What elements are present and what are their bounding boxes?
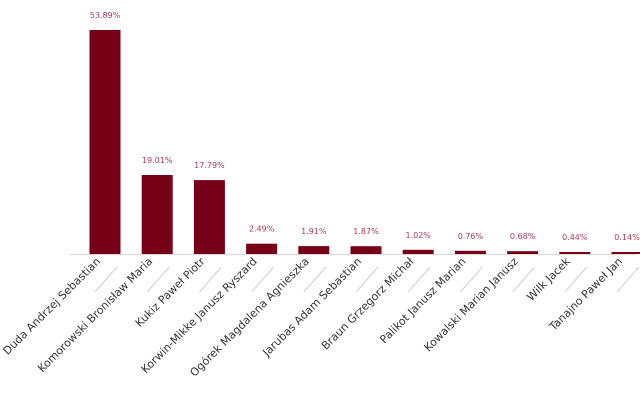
bar-10	[611, 252, 640, 254]
bar-5	[350, 246, 382, 254]
bar-8	[507, 251, 539, 254]
value-label-8: 0.68%	[510, 232, 536, 241]
tick-mark-8	[512, 266, 535, 293]
bar-1	[141, 175, 173, 254]
category-label-5: Jarubas Adam Sebastian	[259, 255, 364, 360]
category-label-6: Braun Grzegorz Michał	[319, 254, 417, 352]
tick-mark-3	[251, 266, 274, 293]
bar-9	[559, 252, 591, 254]
category-label-7: Palikot Janusz Marian	[377, 255, 468, 346]
value-label-2: 17.79%	[194, 161, 225, 170]
tick-mark-4	[303, 266, 327, 293]
tick-mark-7	[460, 266, 483, 293]
value-label-3: 2.49%	[249, 225, 275, 234]
value-labels-group: 53.89% 19.01% 17.79% 2.49% 1.91% 1.87% 1.02% 0.…	[90, 11, 640, 242]
bar-3	[246, 243, 278, 254]
value-label-7: 0.76%	[458, 232, 484, 241]
bar-2	[193, 180, 225, 254]
bars-group	[89, 30, 640, 254]
tick-mark-5	[355, 266, 379, 293]
value-label-4: 1.91%	[301, 227, 327, 236]
value-label-5: 1.87%	[353, 227, 379, 236]
tick-mark-0	[94, 266, 118, 293]
bar-6	[402, 249, 434, 254]
category-label-9: Wilk Jacek	[524, 254, 573, 303]
value-label-0: 53.89%	[90, 11, 121, 20]
value-label-6: 1.02%	[405, 231, 431, 240]
tick-mark-1	[146, 266, 170, 293]
value-label-9: 0.44%	[562, 233, 588, 242]
bar-4	[298, 246, 330, 254]
bar-0	[89, 30, 121, 254]
tick-mark-9	[564, 266, 588, 293]
category-label-0: Duda Andrzej Sebastian	[1, 255, 104, 358]
tick-mark-10	[616, 266, 640, 293]
bar-7	[454, 250, 486, 254]
value-label-1: 19.01%	[142, 156, 173, 165]
category-label-8: Kowalski Marian Janusz	[422, 255, 521, 354]
value-label-10: 0.14%	[614, 233, 640, 242]
tick-mark-2	[199, 266, 222, 293]
tick-mark-6	[407, 266, 431, 293]
